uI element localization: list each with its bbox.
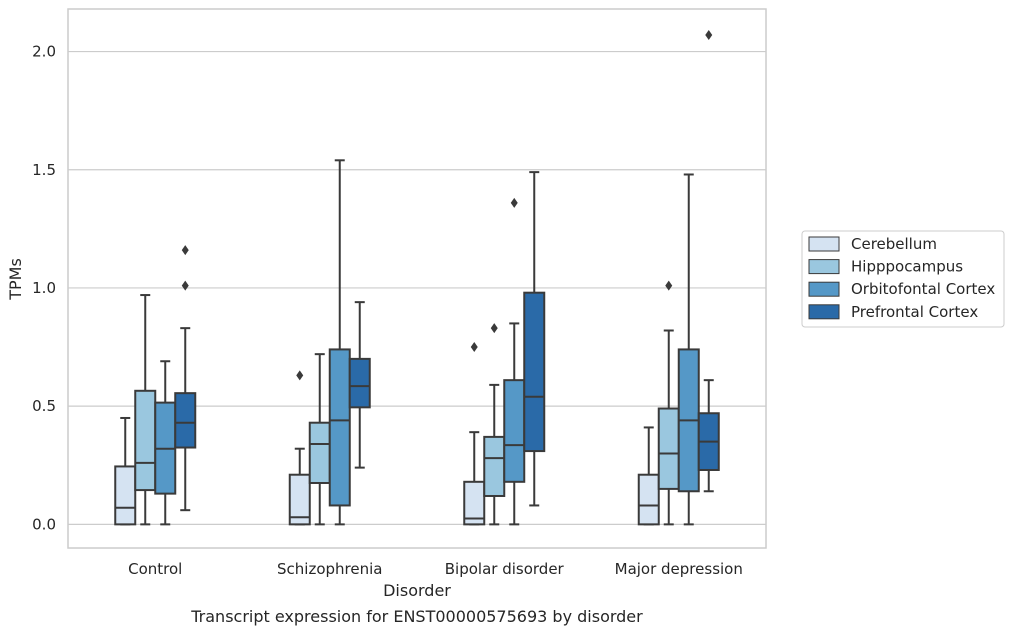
legend-frame [801,230,1005,328]
box-series [114,30,720,526]
box-prefrontal-cortex [174,245,197,512]
box-prefrontal-cortex [523,171,546,507]
outlier-point [181,245,189,256]
box-iqr [328,348,351,507]
box-hipppocampus [134,294,157,526]
outlier-point [296,370,304,381]
y-tick-labels: 0.0 0.5 1.0 1.5 2.0 [32,43,56,534]
plot-frame [67,8,767,549]
box-iqr [637,473,660,526]
y-tick-label: 1.5 [32,161,56,179]
box-cerebellum [114,416,137,526]
y-tick-label: 2.0 [32,43,56,61]
chart-caption: Transcript expression for ENST0000057569… [190,607,643,626]
x-tick-label: Major depression [615,560,743,578]
box-cerebellum [288,370,311,526]
box-prefrontal-cortex [697,30,720,493]
y-tick-label: 0.0 [32,515,56,533]
box-orbitofontal-cortex [328,159,351,526]
legend-swatch [808,259,840,275]
x-tick-label: Control [128,560,182,578]
box-iqr [348,357,371,409]
legend-label: Prefrontal Cortex [851,303,978,321]
y-axis-label: TPMs [6,258,25,301]
legend-swatch [808,304,840,320]
x-tick-label: Schizophrenia [277,560,382,578]
outlier-point [470,342,478,353]
box-iqr [308,421,331,484]
y-tick-label: 0.5 [32,397,56,415]
y-tick-label: 1.0 [32,279,56,297]
box-iqr [503,379,526,483]
box-iqr [134,389,157,492]
legend-label: Orbitofontal Cortex [851,280,995,298]
outlier-point [490,323,498,334]
x-tick-labels: Control Schizophrenia Bipolar disorder Majo… [128,560,743,578]
legend: Cerebellum Hipppocampus Orbitofontal Corte… [801,230,1005,328]
box-iqr [114,465,137,526]
legend-label: Cerebellum [851,235,937,253]
box-iqr [483,435,506,497]
outlier-point [510,197,518,208]
box-iqr [657,407,680,490]
box-iqr [463,480,486,526]
legend-label: Hipppocampus [851,258,963,276]
box-iqr [523,291,546,453]
box-cerebellum [463,342,486,526]
outlier-point [705,30,713,41]
box-hipppocampus [657,280,680,526]
box-iqr [288,473,311,526]
box-cerebellum [637,426,660,526]
legend-swatch [808,236,840,252]
x-tick-label: Bipolar disorder [445,560,565,578]
box-prefrontal-cortex [348,301,371,469]
outlier-point [665,280,673,291]
x-axis-label: Disorder [383,581,451,600]
box-orbitofontal-cortex [503,197,526,526]
outlier-point [181,280,189,291]
box-orbitofontal-cortex [154,360,177,526]
legend-swatch [808,281,840,297]
box-iqr [174,392,197,449]
